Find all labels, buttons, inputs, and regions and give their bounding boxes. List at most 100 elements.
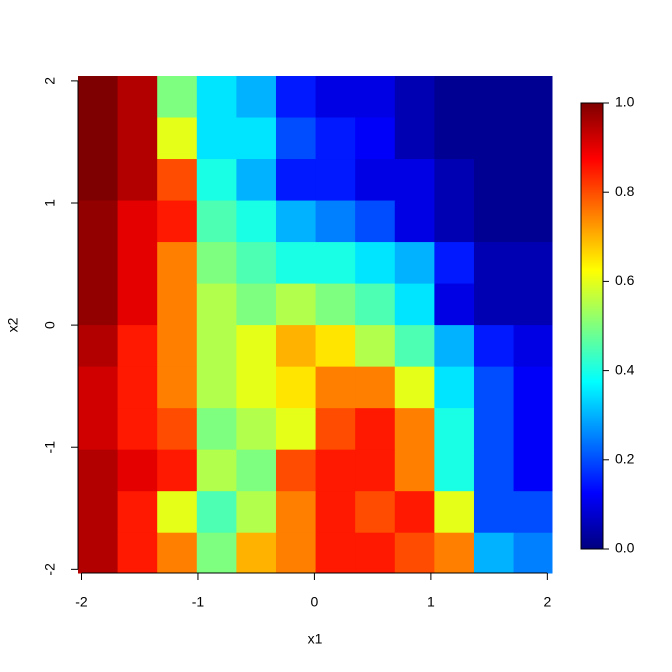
x-tick-label: 1: [427, 594, 435, 610]
heat-cell: [78, 76, 119, 119]
heat-cell: [275, 408, 317, 451]
heat-cell: [236, 449, 277, 492]
heat-cell: [117, 159, 158, 202]
heat-cell: [157, 117, 198, 160]
heat-cell: [394, 408, 435, 451]
heat-cell: [117, 76, 158, 119]
heat-cell: [355, 449, 396, 492]
heat-cell: [275, 159, 317, 202]
heat-cell: [196, 325, 237, 368]
heat-cell: [394, 159, 435, 202]
heat-cell: [315, 117, 356, 160]
heat-cell: [78, 325, 119, 368]
heat-cell: [157, 532, 198, 574]
heat-cell: [315, 283, 356, 326]
y-tick-label: 2: [42, 77, 58, 85]
heat-cell: [394, 532, 435, 574]
heat-cell: [78, 408, 119, 451]
heat-cell: [117, 117, 158, 160]
heat-cell: [78, 491, 119, 534]
heat-cell: [473, 200, 515, 243]
heat-cell: [315, 366, 356, 409]
heat-cell: [355, 532, 396, 574]
heat-cell: [473, 366, 515, 409]
heat-cell: [117, 242, 158, 285]
y-tick-label: 0: [42, 321, 58, 329]
heat-cell: [196, 200, 237, 243]
heat-cell: [513, 159, 553, 202]
heat-cell: [117, 325, 158, 368]
heat-cell: [157, 325, 198, 368]
heat-cell: [78, 366, 119, 409]
heat-cell: [434, 491, 475, 534]
heat-cell: [196, 242, 237, 285]
heat-cell: [473, 532, 515, 574]
heat-cell: [394, 449, 435, 492]
heat-cell: [513, 76, 553, 119]
heat-cell: [157, 366, 198, 409]
heat-cell: [275, 366, 317, 409]
heat-cell: [315, 76, 356, 119]
x-tick-label: -1: [192, 594, 205, 610]
heat-cell: [394, 366, 435, 409]
heat-cell: [275, 325, 317, 368]
heat-cell: [275, 532, 317, 574]
heat-cell: [315, 532, 356, 574]
heat-cell: [275, 117, 317, 160]
heat-cell: [473, 408, 515, 451]
heat-cell: [117, 449, 158, 492]
x-axis-label: x1: [308, 631, 323, 647]
heat-cell: [434, 242, 475, 285]
heat-cell: [236, 491, 277, 534]
heat-cell: [473, 76, 515, 119]
heat-cell: [355, 491, 396, 534]
heat-cell: [434, 366, 475, 409]
x-tick-label: -2: [75, 594, 88, 610]
heat-cell: [117, 366, 158, 409]
heat-cell: [355, 200, 396, 243]
heat-cell: [355, 408, 396, 451]
heat-cell: [434, 76, 475, 119]
colorbar-tick-label: 0.0: [615, 540, 635, 556]
colorbar-tick-label: 0.6: [615, 272, 635, 288]
heat-cell: [117, 491, 158, 534]
colorbar-tick-label: 0.4: [615, 361, 635, 377]
heat-cell: [236, 325, 277, 368]
y-tick-label: -1: [42, 441, 58, 454]
heat-cell: [78, 449, 119, 492]
heat-cell: [355, 366, 396, 409]
heat-cell: [434, 449, 475, 492]
heat-cell: [513, 366, 553, 409]
heat-cell: [157, 408, 198, 451]
heat-cell: [434, 159, 475, 202]
heat-cell: [434, 200, 475, 243]
heat-cell: [434, 117, 475, 160]
heat-cell: [117, 408, 158, 451]
heat-cell: [315, 408, 356, 451]
heat-cell: [275, 449, 317, 492]
heat-cell: [236, 159, 277, 202]
heat-cell: [315, 325, 356, 368]
heat-cell: [434, 325, 475, 368]
heat-cell: [315, 449, 356, 492]
heat-cell: [434, 532, 475, 574]
heat-cell: [78, 242, 119, 285]
heat-cell: [157, 242, 198, 285]
heat-cell: [78, 200, 119, 243]
heat-cell: [196, 366, 237, 409]
heat-cell: [236, 366, 277, 409]
heat-cell: [117, 200, 158, 243]
heat-cell: [355, 325, 396, 368]
colorbar: [580, 102, 604, 550]
heat-cell: [513, 242, 553, 285]
heat-cell: [157, 491, 198, 534]
colorbar-tick-label: 0.2: [615, 451, 635, 467]
y-axis-label: x2: [5, 317, 21, 332]
heat-cell: [355, 242, 396, 285]
x-tick-label: 0: [311, 594, 319, 610]
heat-cell: [117, 532, 158, 574]
heat-cell: [473, 283, 515, 326]
heat-cell: [473, 491, 515, 534]
heat-cell: [394, 491, 435, 534]
